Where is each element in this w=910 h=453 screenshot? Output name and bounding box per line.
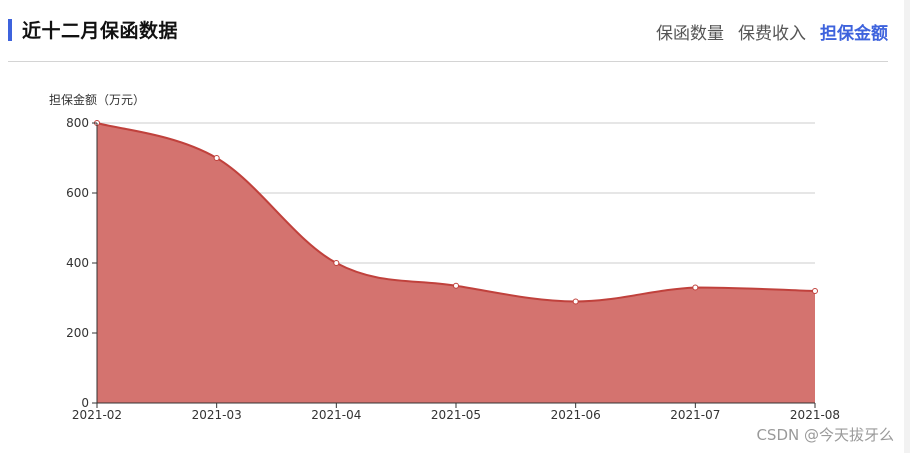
data-point <box>333 260 340 266</box>
x-tick-label: 2021-08 <box>790 408 840 422</box>
page-edge <box>904 0 910 453</box>
x-tick-label: 2021-07 <box>670 408 720 422</box>
header-divider <box>8 61 888 62</box>
y-tick-label: 200 <box>66 326 89 340</box>
x-tick-label: 2021-06 <box>551 408 601 422</box>
series-area <box>97 123 815 403</box>
y-tick-label: 400 <box>66 256 89 270</box>
data-point <box>692 284 699 291</box>
page-title: 近十二月保函数据 <box>22 20 179 42</box>
x-tick-label: 2021-02 <box>72 408 122 422</box>
y-axis-label: 担保金额（万元） <box>49 92 145 107</box>
watermark: CSDN @今天拔牙么 <box>756 426 894 444</box>
tab-guarantee-count[interactable]: 保函数量 <box>656 24 724 44</box>
tab-guarantee-amount[interactable]: 担保金额 <box>820 24 888 44</box>
data-point <box>572 298 579 305</box>
data-point <box>812 288 818 294</box>
x-tick-label: 2021-03 <box>192 408 242 422</box>
y-tick-label: 600 <box>66 186 89 200</box>
y-tick-label: 800 <box>66 116 89 130</box>
axes: 0 200 400 600 800 2021-02 2021-03 2021-04 2021-0… <box>66 116 840 422</box>
x-tick-label: 2021-05 <box>431 408 481 422</box>
tab-premium-income[interactable]: 保费收入 <box>738 24 806 44</box>
chart-header: 近十二月保函数据 保函数量 保费收入 担保金额 <box>8 14 888 50</box>
data-point <box>453 282 459 289</box>
x-tick-label: 2021-04 <box>311 408 361 422</box>
title-accent-bar <box>8 19 12 41</box>
data-point <box>213 155 220 161</box>
metric-tabs: 保函数量 保费收入 担保金额 <box>656 19 888 44</box>
y-tick-label: 0 <box>81 396 89 410</box>
